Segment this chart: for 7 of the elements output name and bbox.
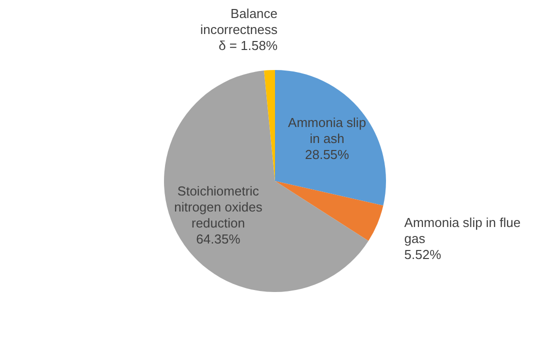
slice-label: Ammonia slip in flue gas <box>404 214 521 246</box>
data-label: 5.52% <box>404 246 442 262</box>
slice-label: Ammonia slip in ash <box>288 115 366 146</box>
data-label: δ = 1.58% <box>218 38 278 53</box>
data-label: 64.35% <box>196 231 241 246</box>
slice-label: Stoichiometric nitrogen oxides reduction <box>174 183 263 230</box>
data-label: 28.55% <box>304 147 350 162</box>
